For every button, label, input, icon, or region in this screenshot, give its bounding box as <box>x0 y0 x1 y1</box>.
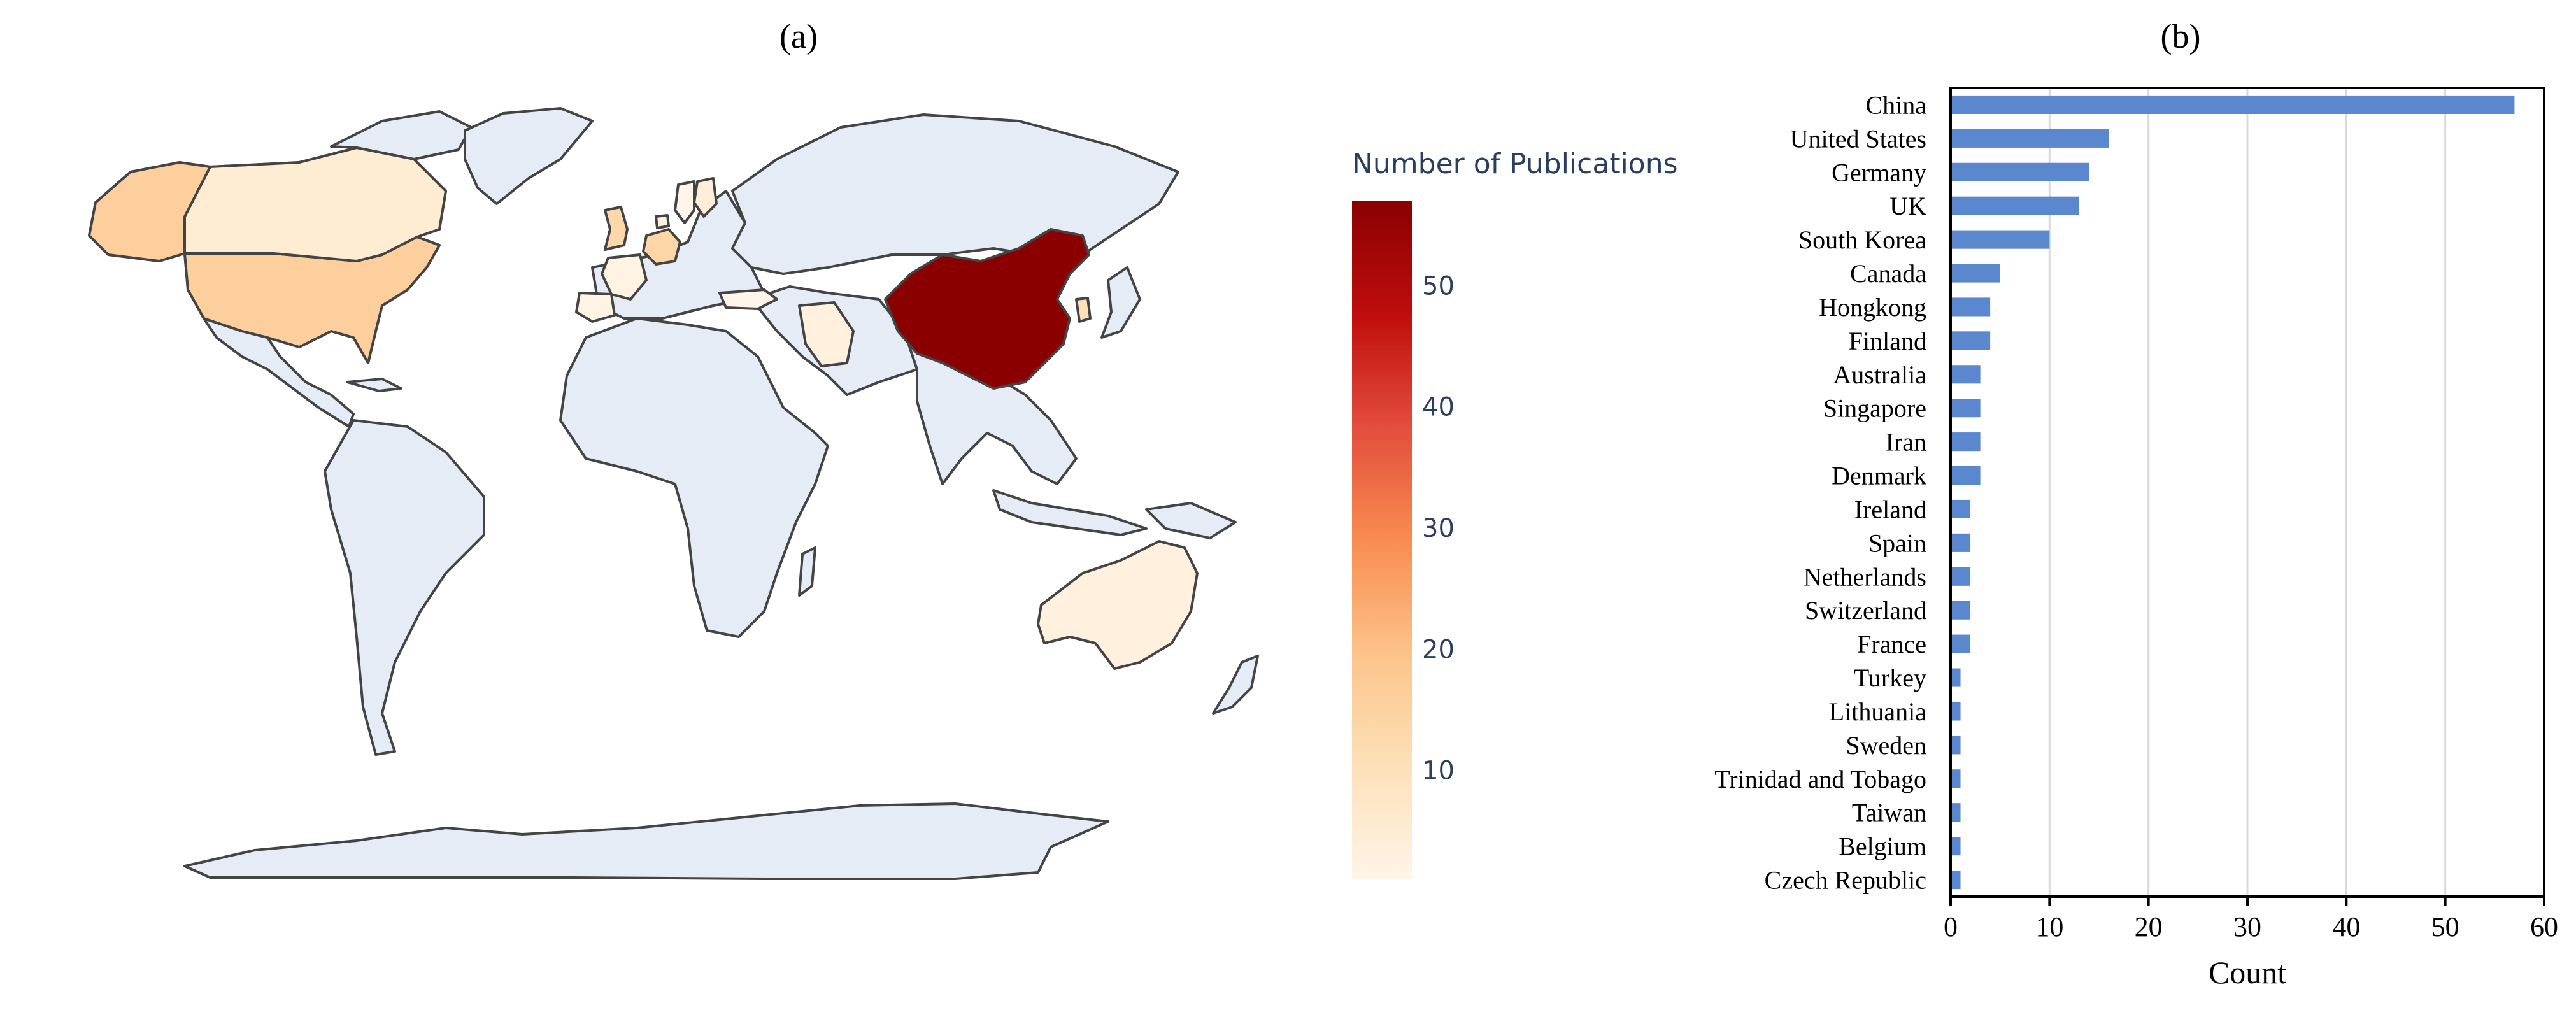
map-mexico-central-america <box>203 317 355 428</box>
category-label: Canada <box>1850 259 1926 288</box>
category-label: Ireland <box>1854 495 1926 523</box>
category-label: Denmark <box>1832 462 1926 490</box>
colorbar-tick-label: 10 <box>1422 757 1455 786</box>
bar <box>1951 95 2515 115</box>
map-sweden <box>674 180 695 224</box>
bar <box>1951 264 2000 283</box>
category-label: Australia <box>1833 360 1926 389</box>
category-label: China <box>1865 90 1926 119</box>
bar <box>1951 533 1971 552</box>
map-japan <box>1100 266 1141 339</box>
colorbar <box>1352 201 1412 879</box>
category-label: United States <box>1790 124 1926 153</box>
bar <box>1951 499 1971 519</box>
map-south-america <box>324 419 485 756</box>
colorbar-tick-label: 20 <box>1422 635 1455 664</box>
map-highlights <box>88 146 1199 670</box>
bar <box>1951 567 1971 586</box>
map-africa <box>559 317 829 638</box>
category-label: Switzerland <box>1805 596 1926 625</box>
bar <box>1951 769 1961 788</box>
map-madagascar <box>798 546 816 597</box>
colorbar-tick-label: 50 <box>1422 271 1455 301</box>
map-alaska-fill <box>88 161 211 262</box>
bar <box>1951 837 1961 856</box>
category-label: Belgium <box>1839 832 1926 861</box>
bar <box>1951 331 1991 350</box>
category-label: Czech Republic <box>1765 866 1926 895</box>
x-tick-label: 20 <box>2135 911 2163 942</box>
map-uk <box>604 206 629 251</box>
map-antarctica <box>183 802 1109 880</box>
map-spain <box>575 292 616 323</box>
panel-a-label: (a) <box>779 17 818 55</box>
category-label: Hongkong <box>1819 293 1926 322</box>
category-label: Spain <box>1868 529 1926 557</box>
category-label: Taiwan <box>1852 799 1926 827</box>
category-label: Trinidad and Tobago <box>1714 765 1926 793</box>
x-tick-label: 0 <box>1944 911 1958 942</box>
category-label: Sweden <box>1846 731 1926 760</box>
bar <box>1951 736 1961 755</box>
bar <box>1951 297 1991 317</box>
category-label: Singapore <box>1823 394 1926 423</box>
map-caribbean <box>346 378 402 392</box>
x-tick-label: 40 <box>2332 911 2360 942</box>
category-label: UK <box>1889 192 1926 220</box>
bar <box>1951 634 1971 653</box>
category-label: Lithuania <box>1829 697 1927 726</box>
bar <box>1951 230 2050 249</box>
x-tick-label: 60 <box>2530 911 2558 942</box>
bar-chart: China United States Germany UK South Korea Ca… <box>1714 87 2558 990</box>
panel-b-label: (b) <box>2161 17 2201 55</box>
colorbar-title: Number of Publications <box>1352 148 1678 180</box>
map-denmark <box>655 214 670 229</box>
bar <box>1951 702 1961 721</box>
bar <box>1951 601 1971 620</box>
x-tick-label: 50 <box>2431 911 2459 942</box>
colorbar-tick-label: 30 <box>1422 514 1455 543</box>
category-label: Turkey <box>1854 664 1926 692</box>
category-label: Netherlands <box>1804 562 1926 591</box>
x-tick-label: 30 <box>2233 911 2261 942</box>
category-label: Germany <box>1832 158 1926 187</box>
bar <box>1951 162 2089 181</box>
category-label: South Korea <box>1798 225 1926 254</box>
bar <box>1951 129 2109 148</box>
colorbar-tick-label: 40 <box>1422 393 1455 422</box>
map-south-korea <box>1075 297 1092 323</box>
map-indonesia <box>992 489 1148 536</box>
colorbar-ticks: 50 40 30 20 10 <box>1422 271 1455 785</box>
category-label: Finland <box>1849 327 1926 355</box>
bar <box>1951 196 2079 215</box>
bar <box>1951 399 1981 418</box>
x-axis-label: Count <box>2209 955 2286 990</box>
bar <box>1951 432 1981 452</box>
map-new-guinea <box>1145 502 1237 539</box>
bar <box>1951 365 1981 384</box>
map-russia <box>731 113 1179 275</box>
map-iran <box>798 301 855 367</box>
x-tick-label: 10 <box>2035 911 2063 942</box>
map-australia <box>1037 540 1199 670</box>
map-germany <box>642 228 681 266</box>
bar <box>1951 803 1961 822</box>
category-label: France <box>1857 630 1926 658</box>
map-france <box>601 253 648 301</box>
bar <box>1951 668 1961 687</box>
category-label: Iran <box>1886 428 1926 457</box>
bar <box>1951 870 1961 890</box>
map-greenland <box>464 107 594 205</box>
map-new-zealand <box>1212 655 1259 715</box>
map-china <box>884 228 1090 390</box>
map-turkey <box>718 288 778 310</box>
bar <box>1951 466 1981 485</box>
